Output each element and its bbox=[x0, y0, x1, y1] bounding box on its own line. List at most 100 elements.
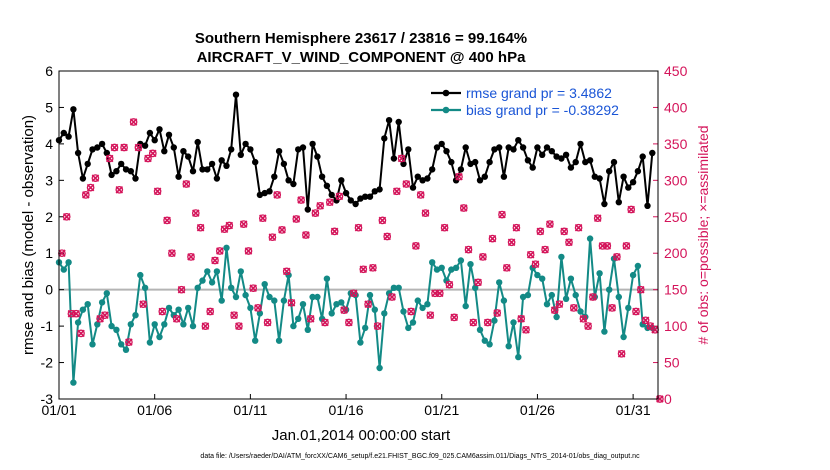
obs-count-marker bbox=[502, 263, 511, 272]
bias-point bbox=[357, 339, 364, 346]
obs-count-marker bbox=[354, 223, 363, 232]
rmse-point bbox=[414, 173, 421, 180]
rmse-point bbox=[137, 140, 144, 148]
bias-point bbox=[223, 244, 230, 251]
bias-point bbox=[629, 271, 637, 279]
rmse-point bbox=[280, 160, 288, 168]
rmse-point bbox=[338, 177, 345, 184]
legend-bias-label: bias grand pr = -0.38292 bbox=[466, 102, 619, 118]
bias-point bbox=[271, 297, 278, 304]
obs-count-marker bbox=[153, 187, 162, 196]
bias-point bbox=[562, 295, 570, 302]
obs-count-marker bbox=[440, 223, 449, 232]
bias-point bbox=[275, 337, 283, 344]
obs-count-marker bbox=[115, 185, 124, 194]
bias-point bbox=[194, 284, 201, 291]
rmse-point bbox=[161, 148, 168, 155]
rmse-point bbox=[381, 135, 388, 142]
bias-point bbox=[79, 306, 87, 313]
obs-count-marker bbox=[426, 311, 435, 320]
rmse-point bbox=[524, 157, 532, 164]
y-tick-label: 3 bbox=[45, 172, 53, 188]
bias-point bbox=[524, 291, 532, 299]
bias-point bbox=[299, 301, 307, 308]
rmse-point bbox=[122, 166, 130, 173]
obs-count-marker bbox=[565, 238, 573, 247]
obs-count-marker bbox=[397, 154, 406, 163]
rmse-point bbox=[165, 131, 173, 138]
bias-point bbox=[185, 304, 192, 312]
obs-count-marker bbox=[364, 300, 372, 309]
bias-point bbox=[213, 268, 221, 275]
rmse-point bbox=[103, 149, 111, 157]
rmse-point bbox=[601, 200, 608, 208]
rmse-point bbox=[232, 91, 240, 98]
bias-point bbox=[89, 341, 96, 348]
bias-point bbox=[634, 262, 642, 270]
rmse-point bbox=[295, 146, 302, 153]
obs-count-marker bbox=[91, 174, 100, 182]
rmse-point bbox=[213, 175, 221, 182]
obs-count-marker bbox=[627, 205, 636, 214]
bias-point bbox=[74, 319, 82, 326]
bias-point bbox=[476, 326, 484, 333]
obs-count-marker bbox=[263, 318, 272, 327]
y-axis-label: rmse and bias (model - observation) bbox=[20, 115, 37, 355]
obs-count-marker bbox=[488, 234, 497, 243]
y-tick-label: 2 bbox=[45, 209, 53, 225]
rmse-point bbox=[141, 142, 149, 149]
obs-count-marker bbox=[235, 322, 243, 330]
obs-count-marker bbox=[359, 265, 368, 274]
bias-point bbox=[606, 286, 613, 293]
obs-count-marker bbox=[62, 212, 71, 221]
obs-count-marker bbox=[191, 209, 200, 217]
rmse-point bbox=[505, 144, 512, 151]
rmse-point bbox=[558, 155, 565, 162]
bias-point bbox=[199, 277, 206, 284]
right-tick-label: 50 bbox=[664, 355, 680, 371]
obs-count-marker bbox=[373, 322, 382, 330]
right-tick-label: 400 bbox=[664, 99, 688, 115]
bias-point bbox=[596, 270, 603, 277]
bias-point bbox=[567, 275, 575, 282]
obs-count-marker bbox=[445, 280, 454, 289]
rmse-point bbox=[194, 138, 201, 146]
obs-count-marker bbox=[589, 293, 597, 301]
rmse-point bbox=[620, 173, 627, 180]
obs-count-marker bbox=[148, 149, 157, 158]
x-tick-label: 01/11 bbox=[233, 402, 267, 418]
bias-point bbox=[405, 324, 412, 332]
obs-count-marker bbox=[613, 253, 621, 261]
rmse-point bbox=[486, 158, 493, 166]
rmse-point bbox=[89, 146, 96, 153]
obs-count-marker bbox=[172, 314, 181, 323]
obs-count-marker bbox=[392, 187, 401, 196]
rmse-point bbox=[433, 144, 441, 151]
rmse-point bbox=[304, 206, 311, 213]
right-tick-label: 0 bbox=[664, 391, 672, 407]
y-tick-label: 6 bbox=[45, 63, 53, 79]
x-tick-label: 01/21 bbox=[424, 402, 459, 418]
obs-count-marker bbox=[483, 318, 492, 327]
rmse-point bbox=[309, 140, 316, 148]
right-tick-label: 200 bbox=[664, 245, 688, 261]
rmse-point bbox=[443, 148, 450, 155]
obs-count-marker bbox=[297, 196, 305, 204]
obs-count-marker bbox=[316, 201, 325, 210]
rmse-point bbox=[634, 168, 642, 175]
rmse-point bbox=[151, 137, 158, 144]
bias-point bbox=[390, 284, 398, 291]
bias-point bbox=[577, 308, 584, 315]
bias-point bbox=[208, 279, 216, 286]
rmse-point bbox=[357, 195, 364, 202]
bias-point bbox=[553, 313, 560, 321]
obs-count-marker bbox=[244, 247, 253, 255]
rmse-point bbox=[639, 153, 646, 160]
rmse-point bbox=[223, 162, 230, 169]
rmse-point bbox=[199, 166, 206, 173]
rmse-point bbox=[519, 144, 527, 151]
bias-point bbox=[510, 319, 517, 326]
bias-point bbox=[137, 271, 144, 279]
rmse-point bbox=[352, 200, 359, 208]
